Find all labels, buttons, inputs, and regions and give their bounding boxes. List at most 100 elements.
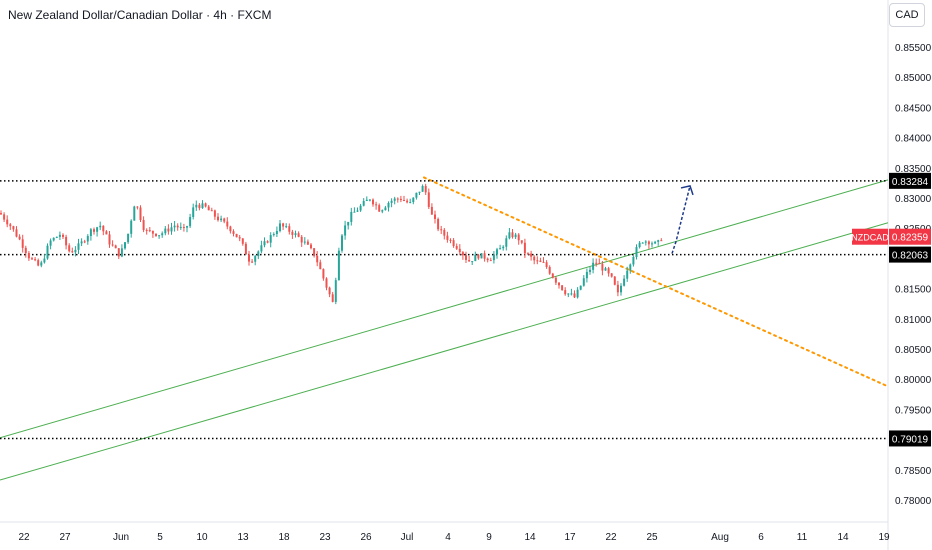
candle-body	[213, 210, 216, 217]
candle-body	[505, 238, 508, 247]
channel-trendline	[0, 222, 889, 481]
candle-body	[452, 240, 455, 247]
candle-body	[520, 240, 523, 243]
candle-body	[344, 225, 347, 236]
candle-body	[579, 285, 582, 290]
candle-body	[34, 259, 37, 261]
level-label: 0.82063	[892, 251, 929, 262]
candle-body	[533, 256, 536, 261]
candle-body	[610, 273, 613, 277]
candle-body	[303, 241, 306, 243]
candle-body	[461, 252, 464, 256]
candle-body	[297, 233, 300, 237]
candle-body	[285, 226, 288, 228]
candle-body	[412, 197, 415, 203]
candle-body	[353, 211, 356, 213]
candle-body	[114, 245, 117, 249]
candle-body	[40, 262, 43, 266]
candle-body	[585, 271, 588, 279]
candle-body	[514, 234, 517, 238]
candle-body	[139, 207, 142, 220]
candle-body	[300, 236, 303, 243]
candle-body	[641, 242, 644, 244]
candle-body	[396, 198, 399, 200]
candle-body	[477, 254, 480, 259]
candle-body	[331, 294, 334, 302]
candle-body	[77, 243, 80, 250]
y-tick-label: 0.85000	[895, 73, 932, 84]
candle-body	[130, 220, 133, 234]
candle-body	[390, 200, 393, 203]
candle-body	[427, 192, 430, 207]
projection-arrow	[671, 185, 691, 254]
candle-body	[257, 251, 260, 257]
candle-body	[598, 263, 601, 265]
currency-button[interactable]: CAD	[889, 3, 925, 27]
candle-body	[204, 203, 207, 207]
candle-body	[80, 241, 83, 244]
candle-body	[182, 226, 185, 228]
candle-body	[241, 238, 244, 244]
level-label: 0.83284	[892, 177, 929, 188]
candle-body	[508, 232, 511, 239]
candle-body	[632, 257, 635, 265]
current-price-label: 0.82359	[892, 233, 929, 244]
candle-body	[201, 203, 204, 209]
candle-body	[629, 264, 632, 271]
x-tick-label: 25	[646, 532, 658, 543]
candle-body	[155, 233, 157, 236]
x-tick-label: 14	[837, 532, 849, 543]
candle-body	[455, 246, 458, 249]
candle-body	[471, 261, 474, 263]
candle-body	[365, 199, 368, 201]
candle-body	[362, 200, 365, 206]
candle-body	[595, 262, 598, 264]
candle-body	[164, 228, 167, 234]
candle-body	[43, 258, 46, 263]
candle-body	[179, 226, 182, 228]
candle-body	[558, 282, 560, 286]
candle-body	[551, 273, 554, 278]
y-tick-label: 0.83000	[895, 194, 932, 205]
x-tick-label: 5	[157, 532, 163, 543]
candle-body	[418, 191, 421, 193]
channel-trendline	[0, 179, 889, 439]
candle-body	[6, 219, 9, 225]
candle-body	[570, 293, 573, 295]
candle-body	[356, 210, 359, 212]
candle-body	[424, 185, 427, 193]
candle-body	[127, 233, 130, 243]
candle-body	[269, 235, 272, 243]
candle-body	[15, 229, 18, 237]
x-tick-label: 9	[486, 532, 492, 543]
candle-body	[434, 214, 436, 219]
candle-body	[291, 231, 294, 235]
candle-body	[0, 213, 2, 215]
x-tick-label: 14	[524, 532, 536, 543]
x-tick-label: Jun	[113, 532, 129, 543]
x-tick-label: 4	[445, 532, 451, 543]
x-tick-label: 6	[758, 532, 764, 543]
candle-body	[527, 253, 529, 255]
candle-body	[161, 233, 164, 236]
candle-body	[548, 267, 551, 274]
y-tick-label: 0.80500	[895, 345, 932, 356]
candle-body	[542, 261, 545, 263]
candle-body	[468, 259, 471, 262]
x-tick-label: 22	[605, 532, 617, 543]
candle-body	[582, 278, 585, 286]
candle-body	[393, 198, 396, 201]
candle-body	[192, 207, 195, 218]
x-tick-label: 13	[237, 532, 249, 543]
candle-body	[12, 226, 15, 230]
candle-body	[306, 241, 309, 245]
candle-body	[24, 247, 27, 254]
y-tick-label: 0.84500	[895, 103, 932, 114]
candle-body	[99, 225, 102, 228]
y-tick-label: 0.78500	[895, 466, 932, 477]
level-label-box	[889, 430, 931, 447]
candle-body	[52, 237, 55, 241]
candle-body	[49, 240, 52, 246]
candle-body	[446, 235, 449, 240]
current-price-box	[889, 228, 931, 245]
